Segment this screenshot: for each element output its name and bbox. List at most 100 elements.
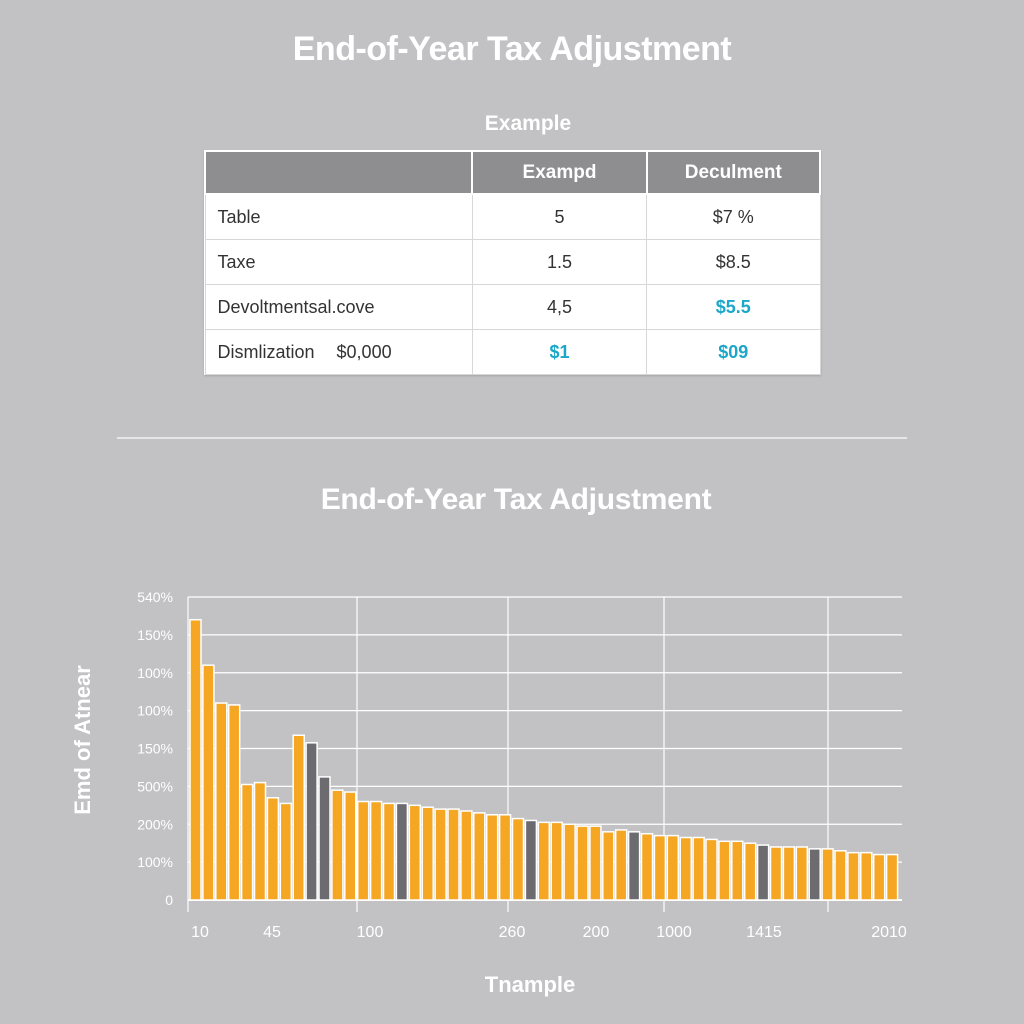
bar <box>537 821 551 901</box>
cell-value: $7 % <box>646 193 821 240</box>
bar <box>885 853 899 901</box>
bar <box>872 853 886 901</box>
y-tick-label: 0 <box>165 892 173 908</box>
bar <box>266 796 280 901</box>
x-axis-label: Tnample <box>485 972 575 997</box>
y-axis-ticks: 0 100% 200% 500% 150% 100% 100% 150% 540% <box>137 589 173 908</box>
y-tick-label: 100% <box>137 854 173 870</box>
table-row: Table 5 $7 % <box>204 193 821 240</box>
bar <box>640 832 654 901</box>
bar <box>395 802 409 901</box>
bar <box>473 812 486 901</box>
cell-value-highlight: $1 <box>471 329 648 375</box>
y-tick-label: 150% <box>137 741 173 757</box>
bar <box>589 825 602 901</box>
bar <box>369 800 383 901</box>
bar <box>460 810 473 901</box>
bar <box>614 829 628 901</box>
bar <box>344 791 357 901</box>
table-caption: Example <box>484 112 572 135</box>
x-tick-label: 1415 <box>746 924 782 941</box>
bar <box>563 823 576 901</box>
bar <box>743 842 757 901</box>
cell-value-highlight: $5.5 <box>646 284 821 330</box>
chart-bars <box>189 618 899 901</box>
y-tick-label: 100% <box>137 665 173 681</box>
bar <box>498 814 512 901</box>
x-tick-label: 1000 <box>656 924 692 941</box>
bar <box>331 789 344 901</box>
bar <box>692 836 705 901</box>
bar <box>795 846 809 901</box>
bar <box>189 618 202 901</box>
bar <box>602 831 615 901</box>
bar <box>808 848 821 901</box>
bar <box>253 781 267 901</box>
x-tick-label: 100 <box>357 924 384 941</box>
bar <box>756 844 770 901</box>
bar <box>485 814 499 901</box>
bar <box>305 742 318 901</box>
bar <box>447 808 460 901</box>
bar <box>227 704 241 901</box>
bar <box>240 783 254 901</box>
y-tick-label: 100% <box>137 703 173 719</box>
row-label: Devoltmentsal.cove <box>204 284 473 330</box>
section-divider <box>117 437 907 439</box>
column-header-exampd: Exampd <box>471 150 648 195</box>
x-axis-ticks: 10 45 100 260 200 1000 1415 2010 <box>191 924 907 941</box>
row-label-text: Dismlization <box>217 341 315 362</box>
page-title: End-of-Year Tax Adjustment <box>292 30 732 68</box>
y-tick-label: 540% <box>137 589 173 605</box>
x-tick-label: 45 <box>263 924 281 941</box>
cell-value: 5 <box>471 193 648 240</box>
data-table: Exampd Deculment Table 5 $7 % Taxe 1.5 $… <box>203 150 822 375</box>
cell-value-highlight: $09 <box>646 329 821 375</box>
bar <box>666 834 680 901</box>
bar <box>834 850 847 901</box>
row-label-text: Table <box>217 206 261 227</box>
bar <box>202 664 215 901</box>
bar <box>524 819 538 901</box>
bar <box>821 848 834 901</box>
bar <box>782 846 796 901</box>
cell-value: $8.5 <box>646 239 821 285</box>
bar <box>434 808 447 901</box>
row-label-text: Devoltmentsal.cove <box>217 296 375 317</box>
bar <box>731 840 744 901</box>
row-label: Dismlization $0,000 <box>204 329 473 375</box>
bar <box>705 838 718 901</box>
bar <box>215 702 228 901</box>
x-tick-label: 2010 <box>871 924 907 941</box>
y-tick-label: 200% <box>137 816 173 832</box>
chart-title: End-of-Year Tax Adjustment <box>320 483 712 516</box>
bar <box>847 851 860 901</box>
column-header-deculment: Deculment <box>645 150 822 195</box>
bar <box>382 802 396 901</box>
bar <box>421 806 434 901</box>
bar <box>653 834 667 901</box>
bar <box>356 800 370 901</box>
bar <box>769 846 783 901</box>
x-tick-label: 200 <box>583 924 610 941</box>
bar <box>550 821 563 901</box>
row-label: Table <box>204 193 473 240</box>
x-tick-label: 260 <box>499 924 526 941</box>
bar <box>292 734 305 901</box>
bar <box>679 836 692 901</box>
bar <box>511 817 525 901</box>
y-tick-label: 500% <box>137 778 173 794</box>
bar <box>408 804 422 901</box>
row-inline-amount: $0,000 <box>336 341 392 362</box>
bar <box>627 831 641 901</box>
bar <box>279 802 293 901</box>
y-axis-label: Emd of Atnear <box>70 665 95 815</box>
row-label-text: Taxe <box>217 251 256 272</box>
table-row: Dismlization $0,000 $1 $09 <box>204 329 821 375</box>
table-header-row: Exampd Deculment <box>203 150 822 195</box>
bar <box>318 776 331 901</box>
bar <box>860 851 873 901</box>
y-tick-label: 150% <box>137 627 173 643</box>
column-header-blank <box>203 150 474 195</box>
